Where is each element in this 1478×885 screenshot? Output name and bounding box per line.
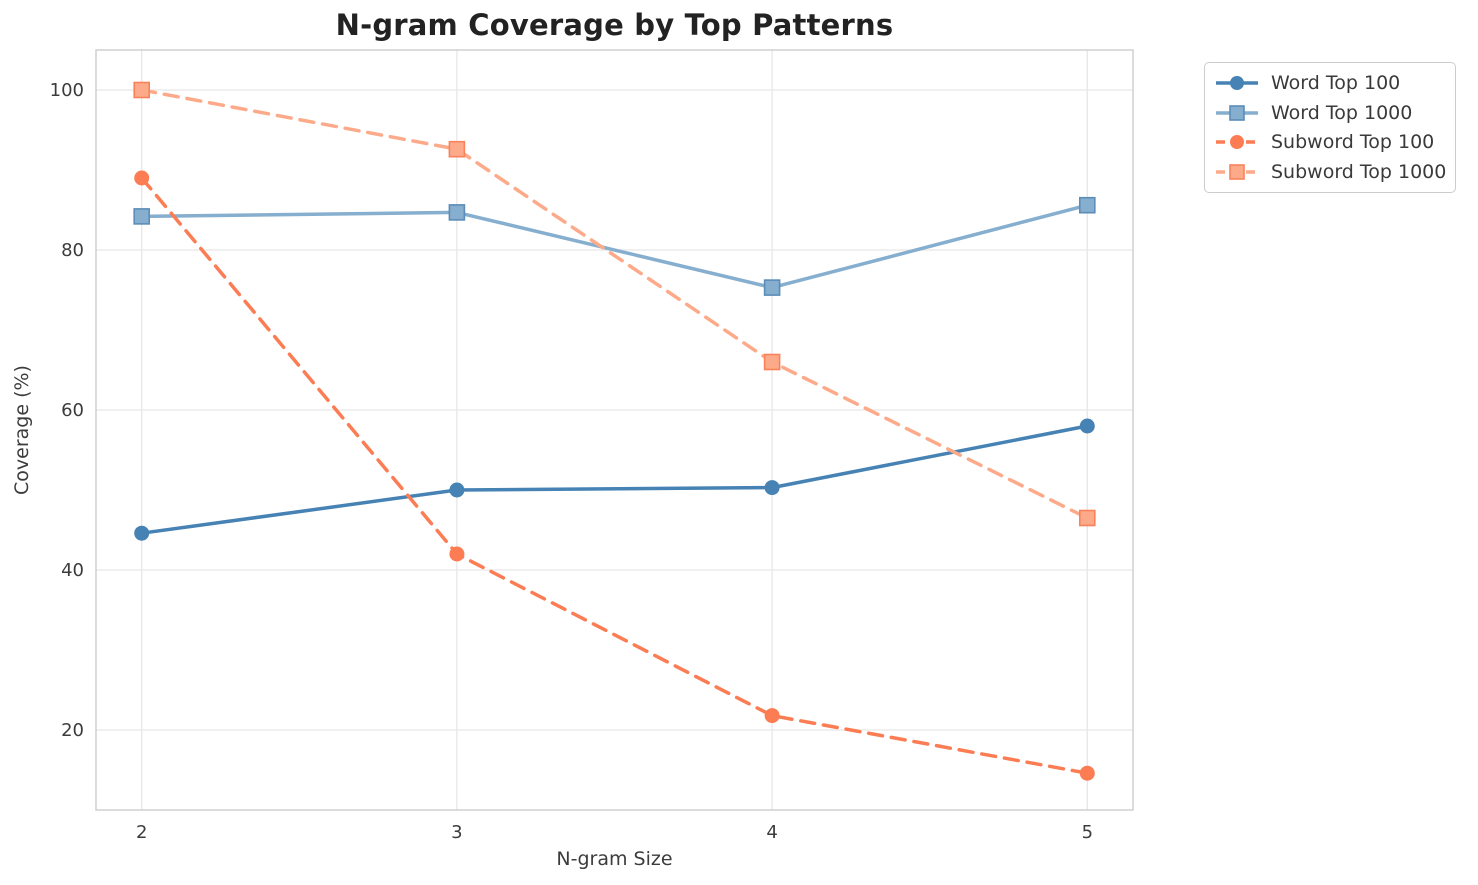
series-line-word-top-100 [139,424,1090,535]
legend-line-sample [1216,135,1258,150]
data-point-marker [764,480,780,496]
data-point-marker [133,81,151,99]
data-point-marker [448,140,466,158]
data-point-marker [1078,509,1096,527]
data-point-marker [133,208,151,225]
legend-item-word-top-100: Word Top 100 [1215,72,1445,94]
data-point-marker [449,482,465,498]
y-tick-label: 20 [61,720,84,741]
data-point-marker [134,170,150,186]
legend-item-label: Word Top 1000 [1271,101,1413,124]
data-point-marker [1078,196,1096,214]
x-tick-label: 5 [1082,822,1093,843]
y-tick-label: 60 [61,400,84,421]
data-point-marker [134,525,150,541]
legend-item-label: Subword Top 100 [1271,131,1435,154]
legend-item-subword-top-100: Subword Top 100 [1215,131,1445,153]
series-line-subword-top-100 [139,176,1090,775]
y-tick-label: 100 [50,80,84,101]
data-point-marker [448,204,466,221]
x-tick-label: 4 [766,822,777,843]
legend-item-label: Word Top 100 [1271,71,1401,94]
legend-item-subword-top-1000: Subword Top 1000 [1215,161,1447,184]
data-point-marker [1079,418,1095,434]
series-line-word-top-1000 [139,203,1090,290]
legend: Word Top 100 Word Top 1000 Subword Top 100… [1204,62,1456,193]
chart-title: N-gram Coverage by Top Patterns [335,8,894,42]
data-point-marker [1079,765,1095,781]
y-tick-label: 40 [61,560,84,581]
axes-spines [95,49,1134,811]
legend-line-sample [1216,104,1258,121]
x-tick-label: 2 [136,822,147,843]
y-tick-label: 80 [61,240,84,261]
series-line-subword-top-1000 [139,88,1090,520]
data-point-marker [763,279,781,296]
x-axis-label: N-gram Size [556,848,673,870]
legend-item-word-top-1000: Word Top 1000 [1215,102,1445,124]
x-tick-label: 3 [451,822,462,843]
data-point-marker [449,546,465,562]
legend-line-sample [1216,164,1258,180]
legend-item-label: Subword Top 1000 [1271,161,1447,184]
data-point-marker [764,708,780,724]
data-point-marker [763,353,781,371]
legend-line-sample [1216,75,1258,90]
